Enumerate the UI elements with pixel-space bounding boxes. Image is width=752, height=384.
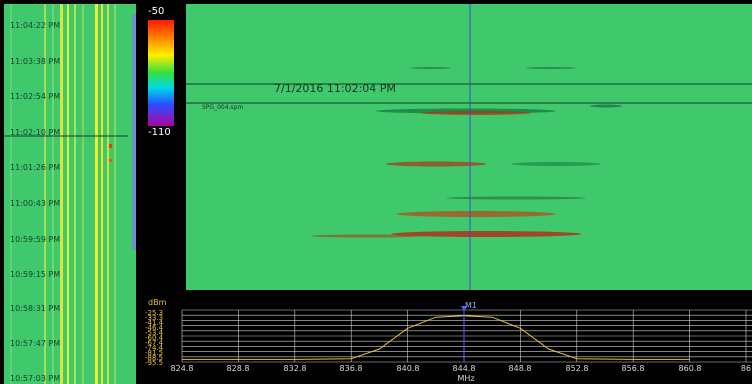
waterfall-overview-image [4, 4, 128, 384]
y-tick-label: -81.5 [145, 349, 164, 357]
time-label: 10:57:47 PM [10, 339, 61, 348]
time-label: 11:01:26 PM [10, 163, 61, 172]
time-label: 11:02:54 PM [10, 92, 61, 101]
waterfall-overview-panel: 11:04:22 PM 11:03:38 PM 11:02:54 PM 11:0… [4, 4, 136, 384]
x-tick-label: 828.8 [226, 364, 250, 373]
trace-x-unit: MHz [457, 374, 475, 383]
y-tick-label: -88.5 [145, 354, 164, 362]
time-label: 10:59:59 PM [10, 235, 61, 244]
legend-min-label: -110 [148, 127, 171, 138]
x-tick-label: 86 [740, 364, 752, 373]
x-tick-label: 824.8 [170, 364, 194, 373]
y-tick-label: -95.5 [145, 359, 164, 367]
time-label: 10:58:31 PM [10, 304, 61, 313]
spectrogram-image [186, 4, 752, 290]
spectrum-trace-panel[interactable]: dBm M1 -25.3 -33.3 -41.4 -46.4 -53.4 -60… [140, 292, 752, 384]
timeline-scrollbar[interactable] [132, 14, 136, 250]
trace-y-unit: dBm [148, 298, 167, 307]
x-tick-label: 856.8 [621, 364, 645, 373]
x-tick-label: 852.8 [565, 364, 589, 373]
x-tick-label: 848.8 [508, 364, 532, 373]
y-tick-label: -33.3 [145, 314, 164, 322]
time-label: 11:03:38 PM [10, 57, 61, 66]
time-label: 11:02:10 PM [10, 128, 61, 137]
x-tick-label: 860.8 [678, 364, 702, 373]
y-tick-label: -41.4 [145, 319, 164, 327]
x-tick-label: 832.8 [283, 364, 307, 373]
time-label: 11:00:43 PM [10, 199, 61, 208]
time-label: 10:57:03 PM [10, 374, 61, 383]
file-name-label: SPG_004.spm [202, 104, 244, 111]
trace-line [182, 315, 690, 360]
x-tick-label: 836.8 [339, 364, 363, 373]
spectrogram-waterfall[interactable]: 7/1/2016 11:02:04 PM SPG_004.spm [186, 4, 752, 290]
x-tick-label: 840.8 [396, 364, 420, 373]
x-tick-label: 844.8 [452, 364, 476, 373]
y-tick-label: -74.4 [145, 344, 164, 352]
time-label: 11:04:22 PM [10, 21, 61, 30]
marker-m1-icon [461, 306, 467, 311]
spectrum-trace-chart [181, 306, 752, 363]
y-tick-label: -60.4 [145, 334, 164, 342]
trace-grid [181, 309, 752, 363]
legend-max-label: -50 [148, 6, 165, 17]
cursor-timestamp: 7/1/2016 11:02:04 PM [274, 82, 396, 95]
y-tick-label: -25.3 [145, 309, 164, 317]
y-tick-label: -46.4 [145, 324, 164, 332]
color-scale-bar [148, 20, 174, 126]
color-scale-legend: -50 -110 [140, 4, 184, 140]
time-label: 10:59:15 PM [10, 270, 61, 279]
y-tick-label: -53.4 [145, 329, 164, 337]
y-tick-label: -67.4 [145, 339, 164, 347]
marker-m1-label: M1 [465, 301, 477, 310]
